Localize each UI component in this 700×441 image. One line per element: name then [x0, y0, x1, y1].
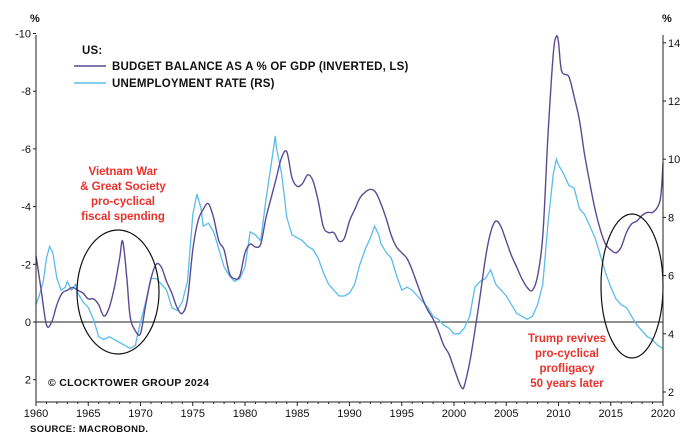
x-tick-label: 2000: [442, 408, 466, 420]
annotation-trump-line-3: profligacy: [540, 363, 596, 375]
right-tick-label: 8: [668, 212, 674, 224]
left-tick-label: -4: [21, 202, 31, 214]
x-tick-label: 1975: [181, 408, 205, 420]
x-tick-label: 2005: [494, 408, 518, 420]
source-note: SOURCE: MACROBOND.: [30, 424, 149, 435]
left-tick-label: -6: [21, 144, 31, 156]
budget-balance-line: [35, 34, 664, 390]
x-tick-label: 1970: [128, 408, 152, 420]
annotation-vietnam-line-4: fiscal spending: [81, 211, 165, 223]
legend-label-unemployment: UNEMPLOYMENT RATE (RS): [112, 78, 275, 90]
right-tick-label: 2: [668, 387, 674, 399]
left-axis-ticks: -10 -8 -6 -4 -2 0 2: [15, 29, 36, 387]
annotation-trump-line-4: 50 years later: [530, 378, 604, 390]
x-tick-label: 1965: [76, 408, 100, 420]
left-tick-label: -2: [21, 259, 31, 271]
right-tick-label: 12: [668, 96, 680, 108]
left-tick-label: 0: [25, 317, 31, 329]
left-axis-unit: %: [30, 13, 40, 25]
legend-label-budget: BUDGET BALANCE AS A % OF GDP (INVERTED, …: [112, 61, 409, 73]
annotation-vietnam-line-1: Vietnam War: [88, 166, 158, 178]
x-tick-label: 1960: [24, 408, 48, 420]
unemployment-rate-line: [35, 135, 664, 350]
annotation-vietnam-line-2: & Great Society: [80, 181, 166, 193]
right-axis-unit: %: [662, 13, 672, 25]
legend-title: US:: [82, 45, 102, 57]
x-tick-label: 2015: [599, 408, 623, 420]
annotation-trump-line-2: pro-cyclical: [535, 348, 599, 360]
right-axis-ticks: 2 4 6 8 10 12 14: [663, 38, 680, 399]
x-axis-ticks: 1960 1965 1970 1975 1980 1985 1990 1995 2000 2005…: [24, 402, 675, 420]
x-tick-label: 2010: [546, 408, 570, 420]
x-tick-label: 1985: [285, 408, 309, 420]
left-tick-label: 2: [25, 375, 31, 387]
right-tick-label: 6: [668, 271, 674, 283]
annotation-vietnam-line-3: pro-cyclical: [91, 196, 155, 208]
x-tick-label: 1995: [390, 408, 414, 420]
annotation-trump: Trump revives pro-cyclical profligacy 50…: [528, 213, 664, 390]
left-tick-label: -8: [21, 86, 31, 98]
right-tick-label: 4: [668, 329, 674, 341]
left-tick-label: -10: [15, 29, 31, 41]
right-tick-label: 10: [668, 154, 680, 166]
x-tick-label: 2020: [651, 408, 675, 420]
annotation-trump-line-1: Trump revives: [528, 333, 606, 345]
legend: US: BUDGET BALANCE AS A % OF GDP (INVERT…: [74, 45, 409, 90]
x-tick-label: 1980: [233, 408, 257, 420]
right-tick-label: 14: [668, 38, 680, 50]
annotation-vietnam-circle: [76, 229, 160, 355]
x-tick-label: 1990: [337, 408, 361, 420]
annotation-vietnam: Vietnam War & Great Society pro-cyclical…: [76, 166, 166, 355]
copyright-text: © CLOCKTOWER GROUP 2024: [48, 377, 209, 389]
